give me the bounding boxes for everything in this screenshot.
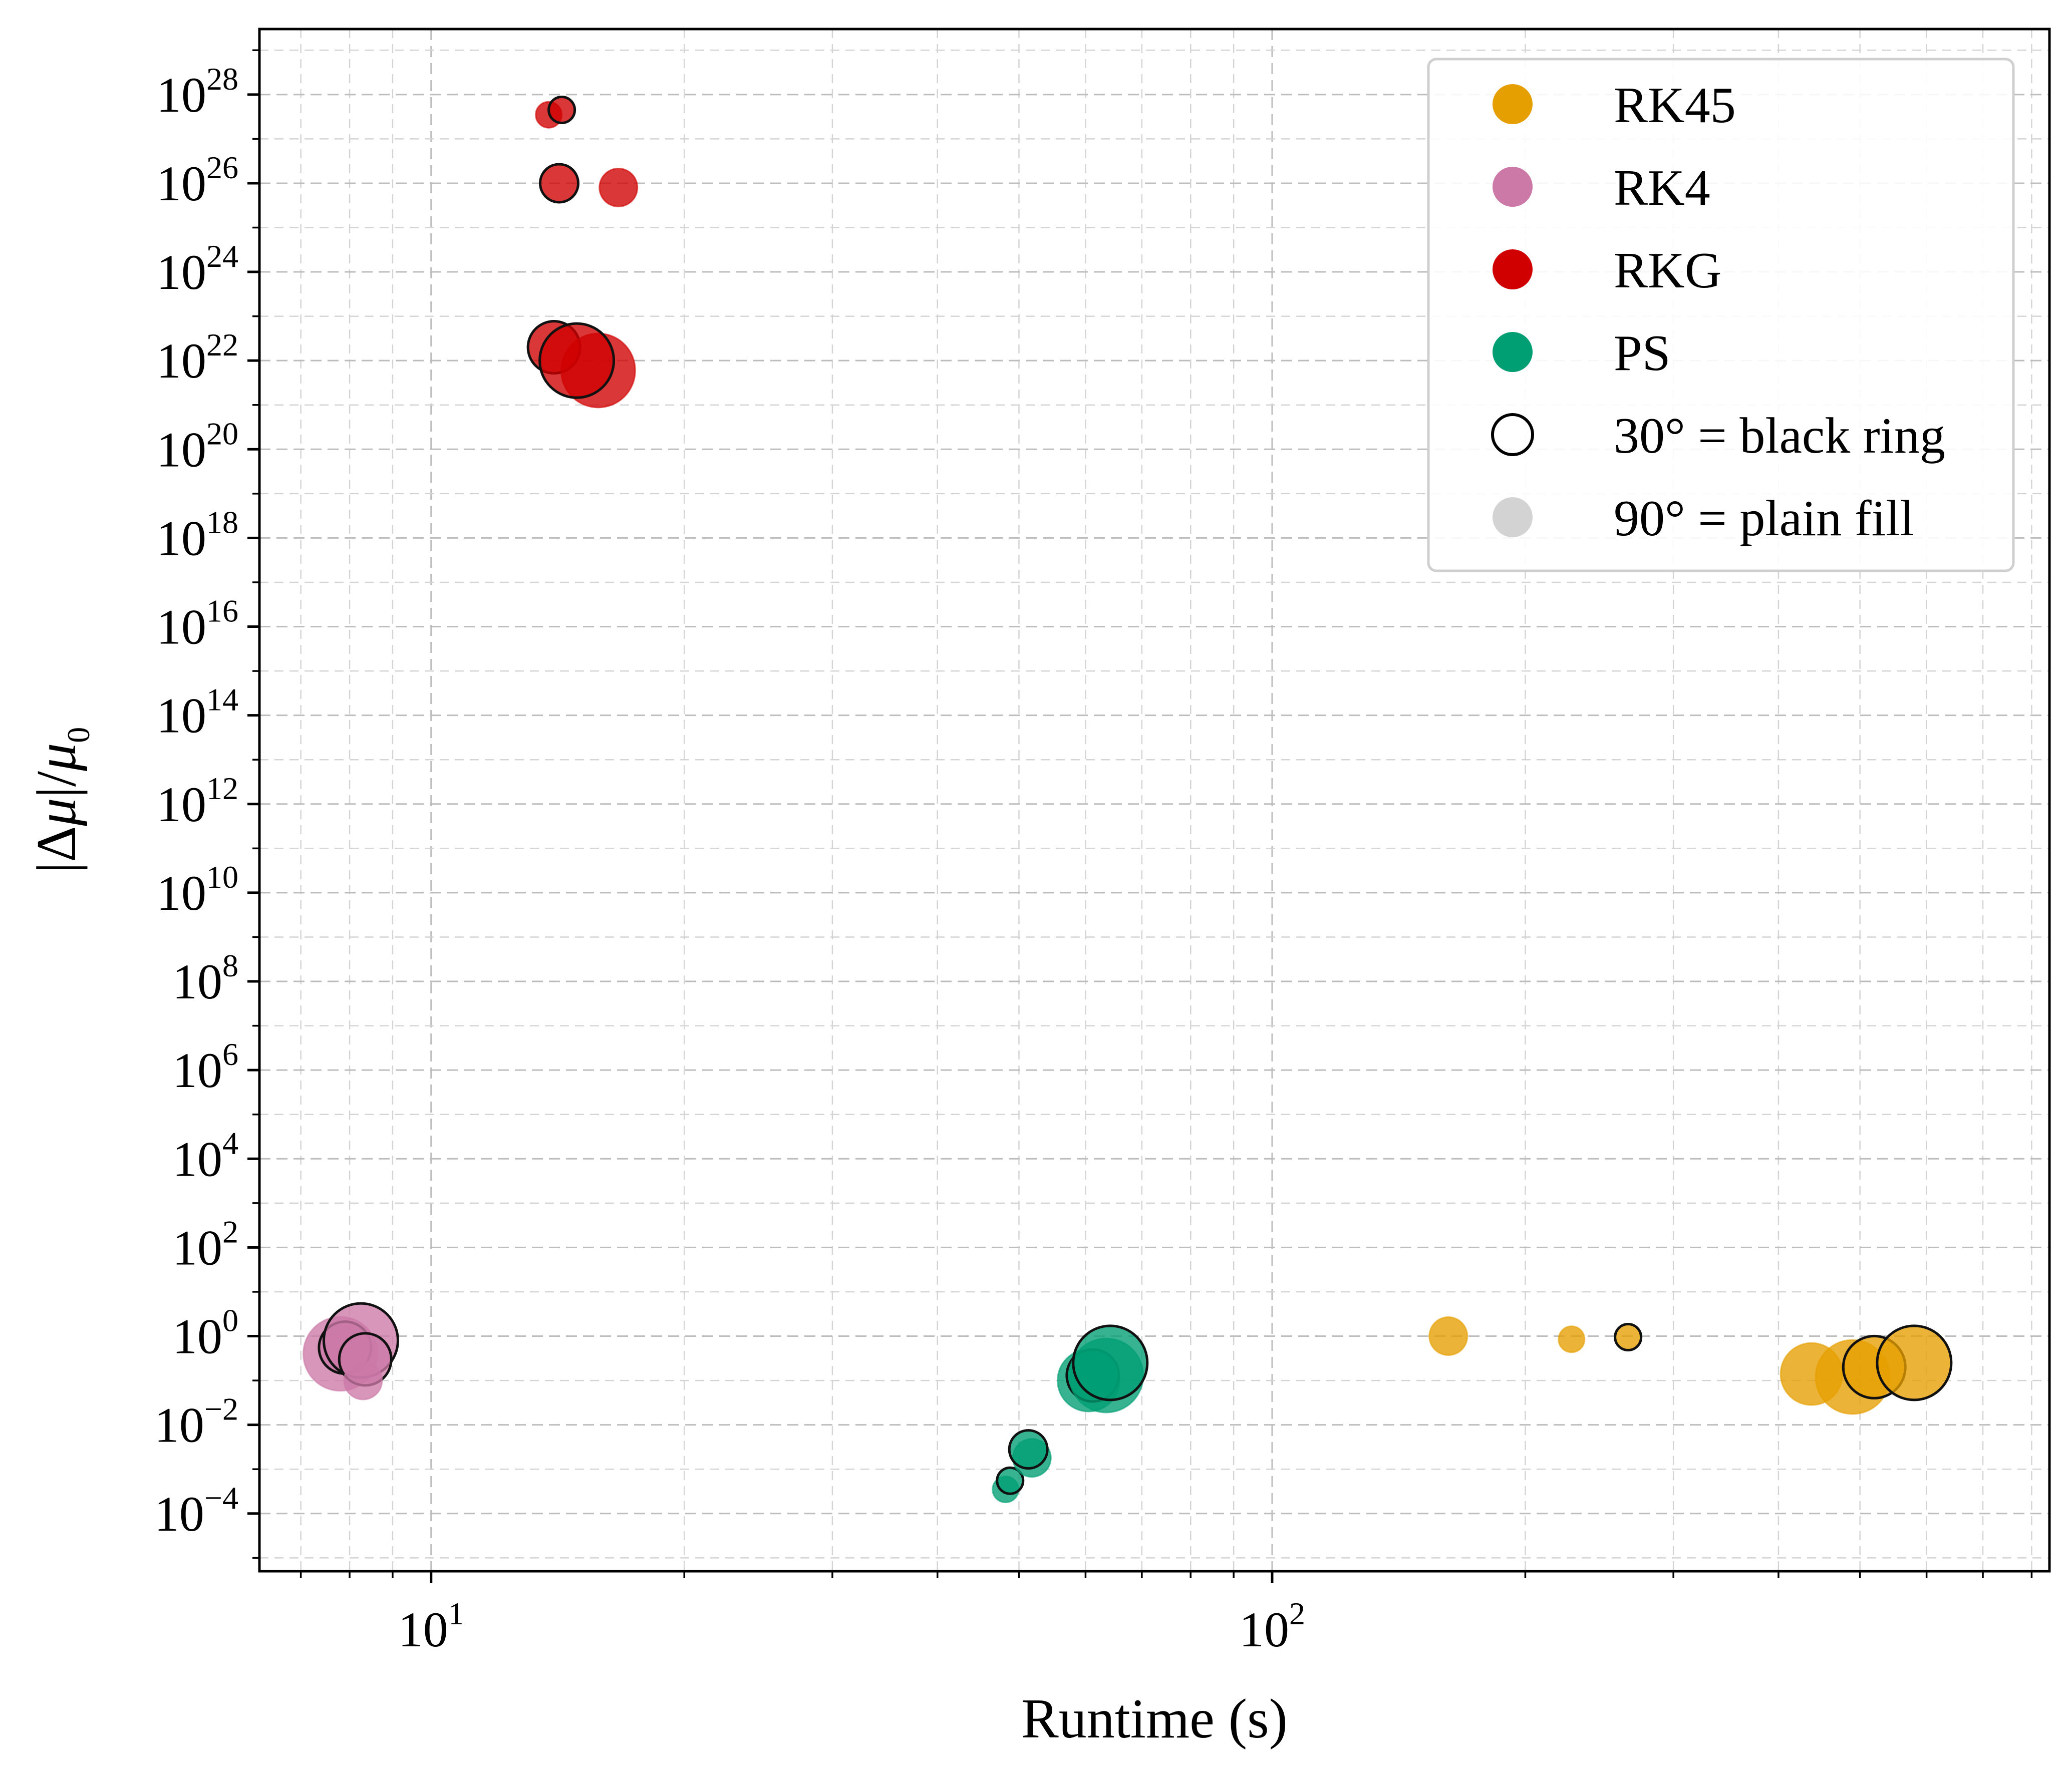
y-axis-title: |Δμ|/μ0 — [26, 727, 96, 873]
y-tick-label: 1028 — [156, 61, 238, 123]
legend-box — [1427, 58, 2015, 572]
data-point-rkg — [547, 96, 576, 125]
data-point-ps — [1008, 1429, 1049, 1470]
legend-label: RK45 — [1614, 77, 1736, 134]
y-tick-label: 1016 — [156, 593, 238, 655]
y-tick-label: 1010 — [156, 859, 238, 921]
y-tick-label: 104 — [172, 1125, 238, 1187]
series-rk45 — [1428, 1316, 1953, 1415]
y-tick-label: 102 — [172, 1214, 238, 1275]
series-ps — [992, 1324, 1149, 1504]
data-point-rk45 — [1876, 1324, 1953, 1401]
data-point-rk45 — [1614, 1323, 1643, 1352]
data-points — [303, 96, 1953, 1504]
axis-ticks — [247, 49, 2033, 1583]
legend-marker — [1493, 167, 1533, 207]
data-point-ps — [996, 1466, 1025, 1495]
y-tick-label: 108 — [172, 948, 238, 1009]
y-tick-label: 1022 — [156, 327, 238, 389]
y-tick-label: 1020 — [156, 416, 238, 477]
legend: RK45 RK4 RKG PS 30° = black ring 90° = plain … — [1427, 58, 2015, 572]
data-point-rkg — [538, 163, 579, 204]
y-tick-label: 10−4 — [154, 1480, 238, 1542]
y-tick-label: 1024 — [156, 238, 238, 300]
data-point-rkg — [538, 322, 616, 399]
legend-label: 30° = black ring — [1614, 408, 1945, 464]
data-point-rk4 — [343, 1360, 383, 1400]
y-tick-label: 10−2 — [154, 1391, 238, 1453]
legend-label: PS — [1614, 325, 1670, 382]
legend-label: RKG — [1614, 242, 1721, 299]
legend-marker — [1493, 497, 1533, 537]
x-axis-title: Runtime (s) — [1021, 1688, 1288, 1750]
data-point-rkg — [599, 168, 639, 208]
y-tick-label: 1014 — [156, 682, 238, 744]
legend-marker — [1493, 84, 1533, 124]
data-point-rk45 — [1558, 1325, 1586, 1353]
data-point-ps — [1072, 1324, 1149, 1401]
legend-label: 90° = plain fill — [1614, 490, 1914, 547]
x-tick-label: 101 — [398, 1596, 464, 1657]
legend-label: RK4 — [1614, 160, 1710, 216]
y-tick-label: 106 — [172, 1036, 238, 1098]
y-axis-title-text: |Δμ|/μ0 — [26, 727, 96, 873]
x-tick-label: 102 — [1239, 1596, 1305, 1657]
y-tick-label: 1012 — [156, 771, 238, 832]
tick-labels: 101 102 1028 1026 1024 1022 1020 1018 1016 1014 10… — [154, 61, 1305, 1657]
series-rk4 — [303, 1302, 399, 1400]
plot-area-frame — [258, 28, 2051, 1573]
legend-marker — [1491, 413, 1534, 456]
data-point-rk45 — [1428, 1316, 1468, 1356]
legend-marker — [1493, 332, 1533, 372]
y-tick-label: 1026 — [156, 150, 238, 211]
y-tick-label: 1018 — [156, 504, 238, 566]
legend-marker — [1493, 249, 1533, 289]
series-rkg — [526, 96, 639, 409]
y-tick-label: 100 — [172, 1303, 238, 1364]
